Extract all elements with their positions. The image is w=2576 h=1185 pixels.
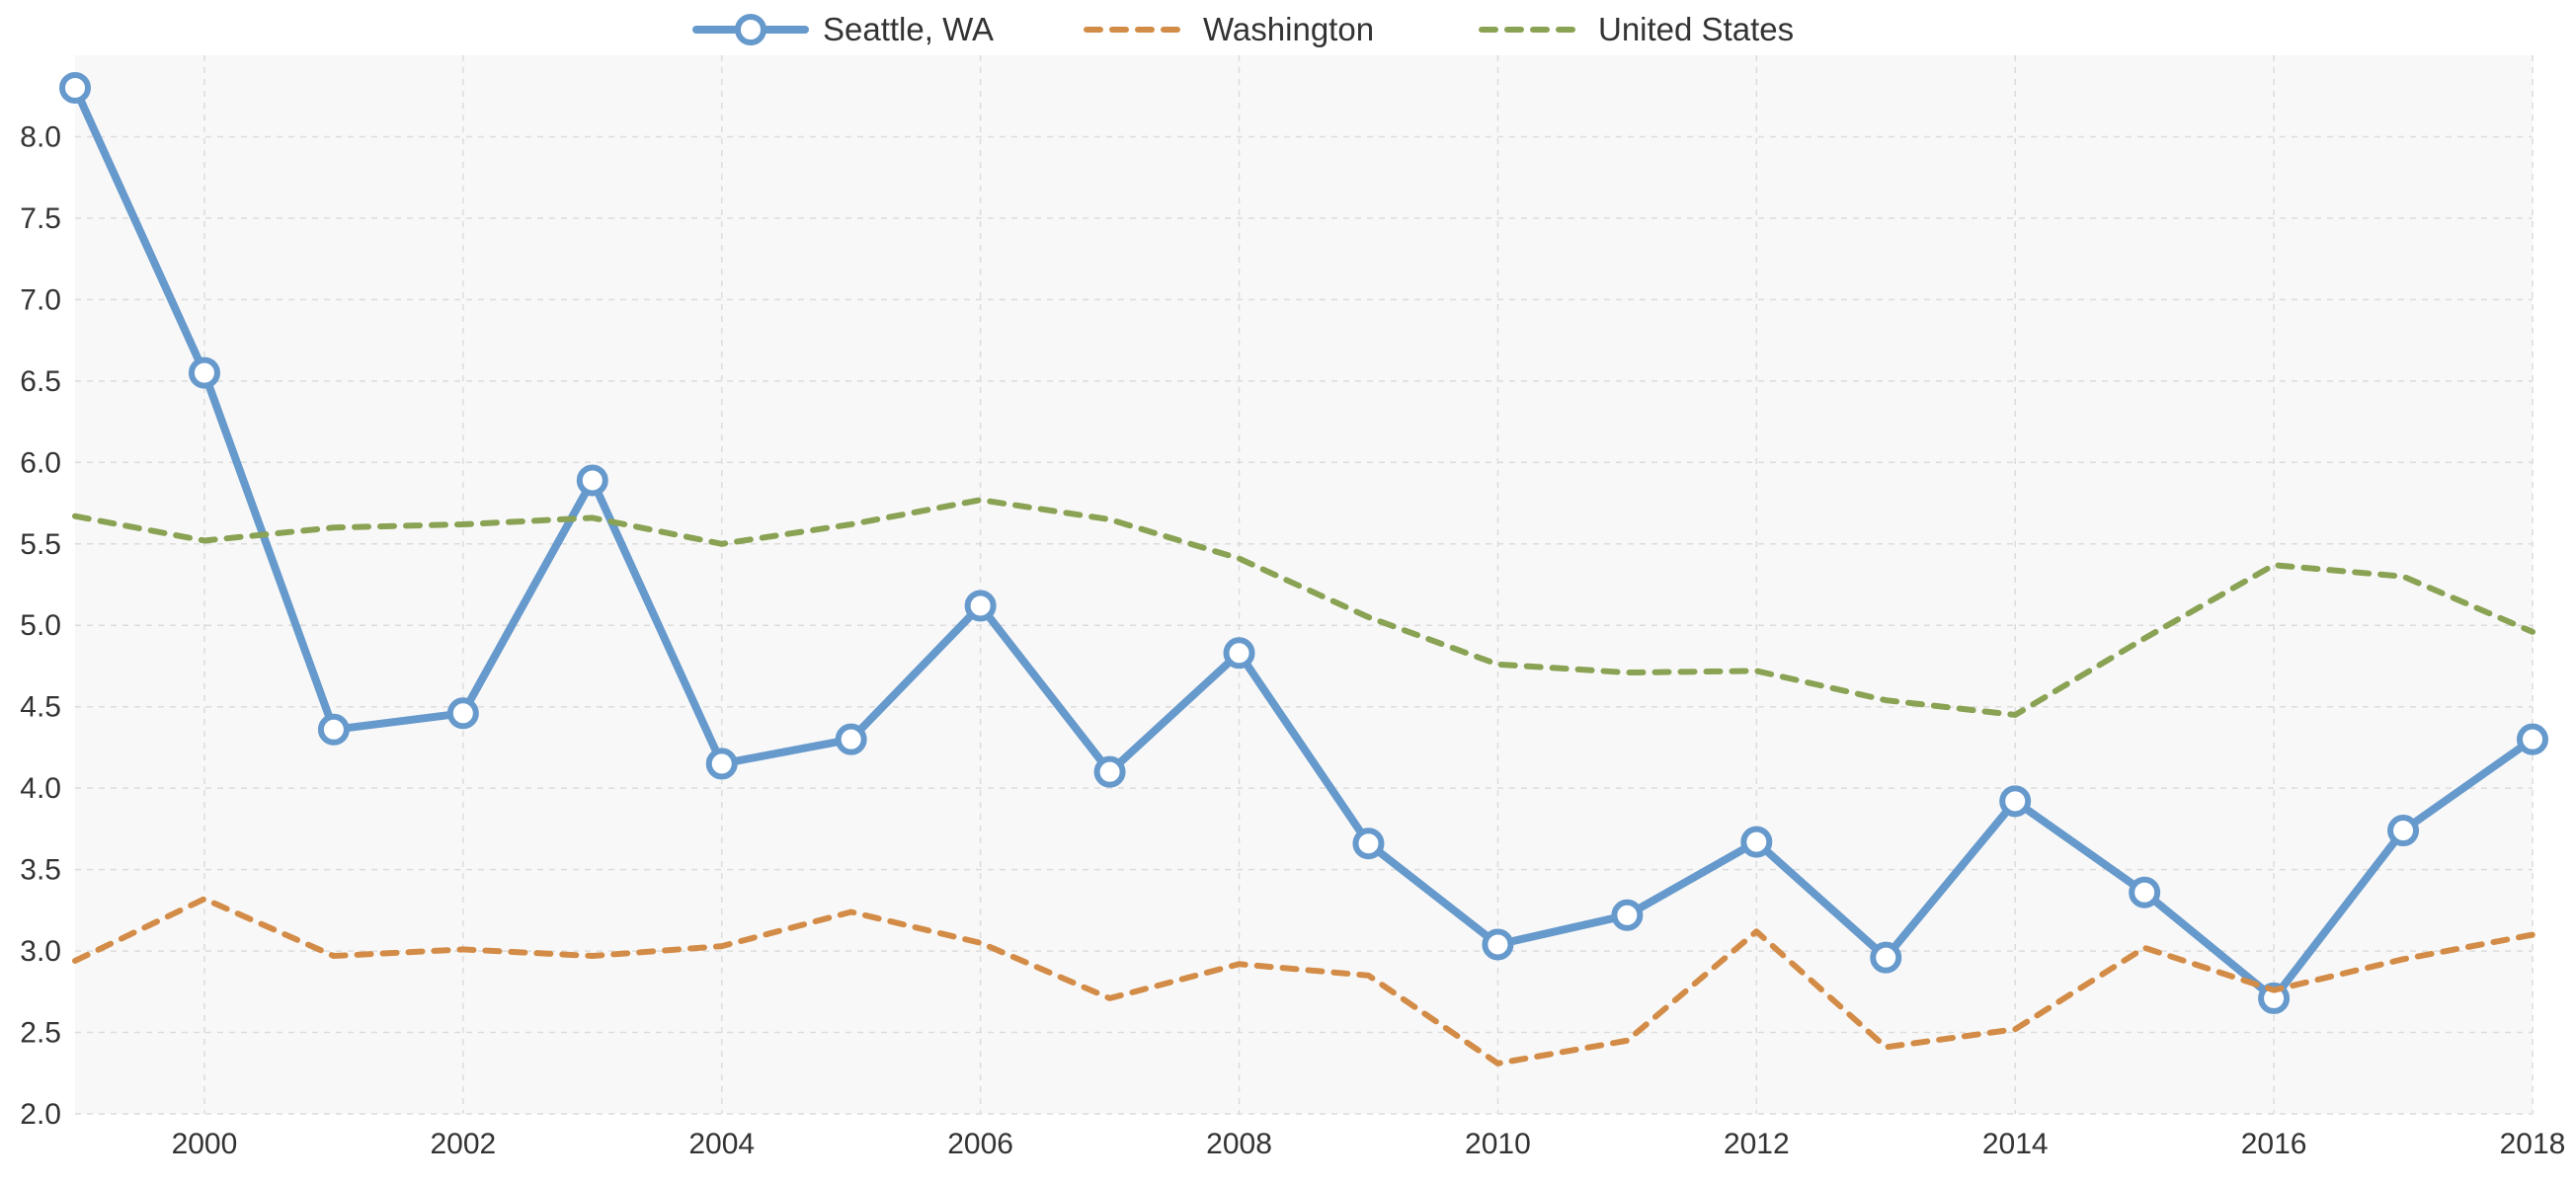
y-axis-tick-label: 3.5 (20, 854, 61, 887)
chart-svg: 2.0 2.5 3.0 3.5 4.0 4.5 5.0 5.5 6.0 6.5 7.0 7.5 8.0 2… (0, 0, 2576, 1185)
y-axis-tick-label: 6.0 (20, 446, 61, 479)
line-chart: 2.0 2.5 3.0 3.5 4.0 4.5 5.0 5.5 6.0 6.5 7.0 7.5 8.0 2… (0, 0, 2576, 1185)
x-axis-tick-label: 2012 (1724, 1128, 1790, 1160)
series-marker (1873, 945, 1898, 971)
plot-background (75, 55, 2533, 1114)
series-marker (839, 727, 864, 752)
series-marker (2390, 818, 2416, 843)
y-axis-tick-label: 2.0 (20, 1098, 61, 1131)
series-marker (1355, 830, 1381, 856)
series-marker (1097, 759, 1123, 785)
y-axis-tick-label: 2.5 (20, 1017, 61, 1050)
y-axis-tick-label: 5.0 (20, 609, 61, 642)
series-marker (968, 592, 994, 618)
x-axis-tick-label: 2006 (947, 1128, 1013, 1160)
series-marker (2520, 727, 2545, 752)
series-marker (1614, 903, 1640, 928)
series-marker (1227, 640, 1252, 666)
series-marker (321, 717, 347, 743)
series-marker (2132, 880, 2157, 906)
legend-label: Seattle, WA (823, 11, 994, 47)
x-axis-tick-label: 2018 (2500, 1128, 2566, 1160)
x-axis-tick-label: 2008 (1206, 1128, 1272, 1160)
series-marker (192, 360, 217, 386)
x-axis-tick-label: 2010 (1465, 1128, 1531, 1160)
legend-label: Washington (1203, 11, 1374, 47)
x-axis-tick-label: 2000 (172, 1128, 238, 1160)
series-marker (1485, 931, 1510, 957)
y-axis-tick-label: 7.0 (20, 283, 61, 316)
legend-marker (738, 17, 764, 42)
x-axis-tick-label: 2004 (688, 1128, 755, 1160)
y-axis-tick-label: 3.0 (20, 935, 61, 968)
series-marker (2002, 788, 2028, 814)
x-axis-tick-label: 2014 (1982, 1128, 2049, 1160)
series-marker (1743, 830, 1769, 855)
x-axis-tick-label: 2002 (430, 1128, 496, 1160)
y-axis-tick-label: 8.0 (20, 120, 61, 153)
y-axis-tick-label: 5.5 (20, 528, 61, 561)
series-marker (709, 750, 735, 776)
series-marker (450, 700, 476, 726)
series-marker (62, 75, 88, 101)
legend-label: United States (1598, 11, 1794, 47)
y-axis-tick-label: 4.5 (20, 691, 61, 724)
x-axis-tick-label: 2016 (2241, 1128, 2307, 1160)
series-marker (580, 467, 605, 493)
y-axis-tick-label: 6.5 (20, 365, 61, 398)
y-axis-tick-label: 4.0 (20, 772, 61, 805)
y-axis-tick-label: 7.5 (20, 202, 61, 235)
